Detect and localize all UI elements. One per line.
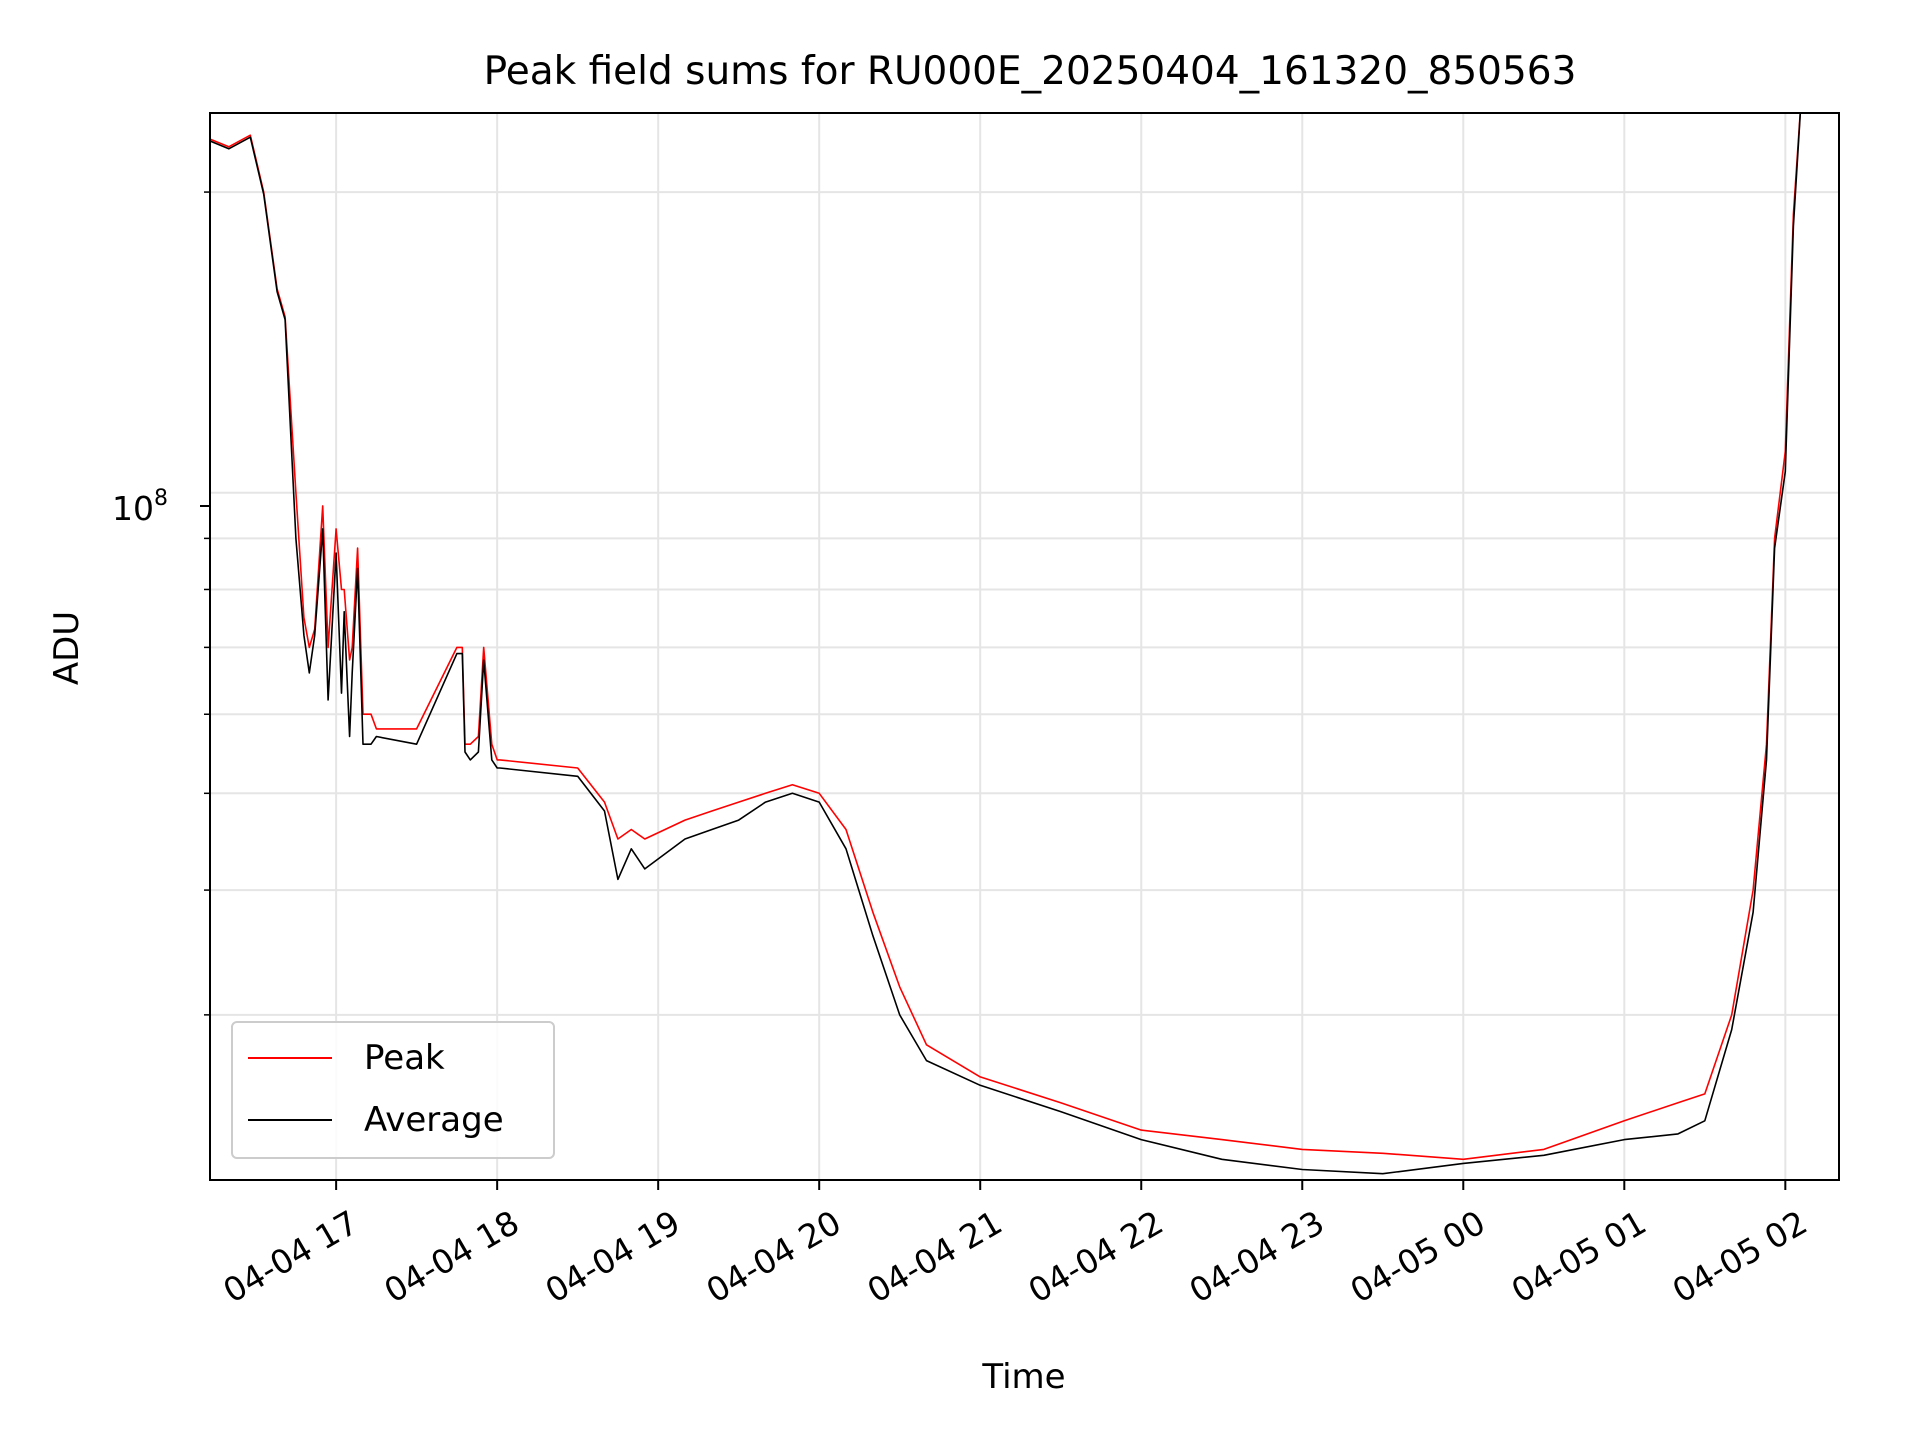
series-line-peak	[210, 113, 1802, 1161]
legend-label-peak: Peak	[364, 1038, 445, 1078]
y-axis-label: ADU	[47, 611, 87, 685]
axes-frame	[209, 112, 1840, 1181]
legend-box	[231, 1021, 555, 1159]
grid	[210, 113, 1839, 1180]
legend-label-average: Average	[364, 1100, 504, 1140]
plot-area	[210, 113, 1802, 1175]
legend: Peak Average	[231, 1021, 555, 1159]
series-line-average	[210, 113, 1802, 1175]
chart-title: Peak field sums for RU000E_20250404_1613…	[484, 49, 1577, 94]
x-axis-label: Time	[981, 1357, 1065, 1397]
